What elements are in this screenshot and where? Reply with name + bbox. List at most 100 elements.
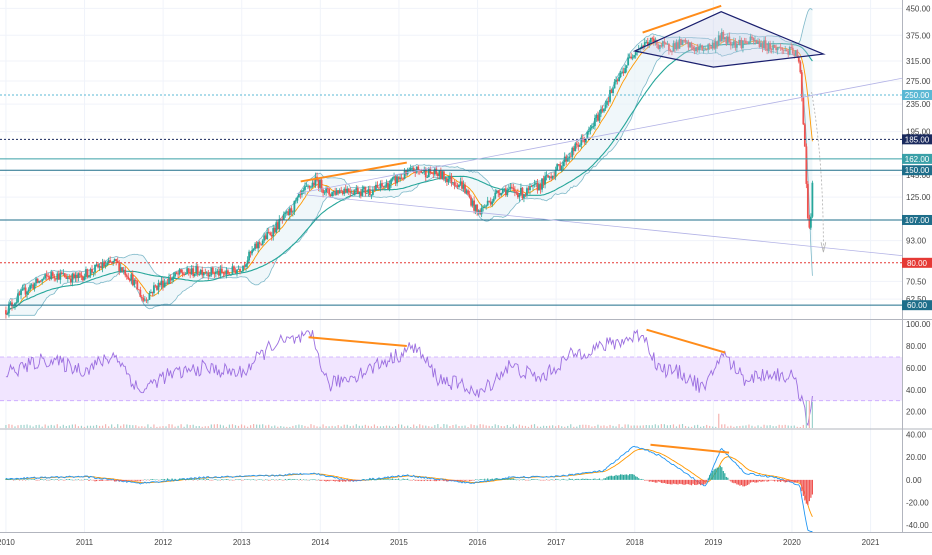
macd-histogram-bar bbox=[586, 478, 588, 480]
volume-bar bbox=[101, 425, 104, 428]
macd-histogram-bar bbox=[98, 479, 101, 481]
macd-histogram-bar bbox=[419, 479, 421, 481]
candle-body bbox=[8, 304, 10, 314]
macd-histogram-bar bbox=[512, 478, 514, 480]
macd-histogram-bar bbox=[115, 479, 117, 482]
volume-bar bbox=[464, 425, 466, 428]
volume-bar bbox=[147, 424, 149, 428]
macd-histogram-bar bbox=[470, 479, 472, 481]
macd-histogram-bar bbox=[118, 479, 120, 482]
volume-bar bbox=[277, 426, 279, 428]
volume-bar bbox=[536, 426, 539, 428]
macd-histogram-bar bbox=[772, 479, 774, 481]
candle-body bbox=[65, 277, 68, 279]
macd-histogram-bar bbox=[423, 479, 425, 482]
macd-histogram-bar bbox=[296, 479, 299, 480]
macd-histogram-bar bbox=[210, 479, 212, 481]
candle-body bbox=[504, 188, 507, 196]
macd-histogram-bar bbox=[52, 479, 54, 480]
macd-histogram-bar bbox=[613, 475, 616, 480]
candle-body bbox=[227, 270, 229, 274]
macd-histogram-bar bbox=[594, 478, 596, 480]
candle-body bbox=[373, 189, 376, 191]
diamond-pattern bbox=[632, 11, 826, 68]
macd-histogram-bar bbox=[274, 479, 276, 481]
candle-body bbox=[509, 186, 512, 189]
macd-histogram-bar bbox=[109, 479, 111, 481]
candle-body bbox=[118, 262, 121, 272]
macd-histogram-bar bbox=[151, 479, 154, 480]
candle-body bbox=[193, 273, 196, 276]
candle-body bbox=[260, 243, 263, 245]
macd-histogram-bar bbox=[736, 479, 738, 485]
candle-body bbox=[748, 41, 750, 44]
candle-body bbox=[560, 166, 563, 171]
candle-body bbox=[397, 176, 400, 180]
macd-histogram-bar bbox=[804, 479, 806, 501]
macd-histogram-bar bbox=[769, 479, 771, 481]
macd-histogram-bar bbox=[775, 479, 777, 481]
candle-body bbox=[455, 185, 457, 187]
volume-bar bbox=[298, 424, 300, 428]
macd-histogram-bar bbox=[148, 479, 151, 481]
volume-bar bbox=[639, 425, 641, 428]
candle-body bbox=[597, 115, 599, 121]
macd-histogram-bar bbox=[514, 479, 516, 480]
candle-body bbox=[323, 192, 326, 194]
candle-body bbox=[417, 166, 420, 171]
macd-histogram-bar bbox=[262, 479, 264, 481]
macd-histogram-bar bbox=[24, 479, 27, 481]
candle-body bbox=[480, 207, 483, 215]
candle-body bbox=[214, 271, 217, 274]
candle-body bbox=[320, 179, 323, 190]
candle-body bbox=[631, 57, 634, 59]
time-tick-label: 2010 bbox=[0, 538, 15, 547]
macd-histogram-bar bbox=[49, 479, 51, 481]
candle-body bbox=[317, 179, 320, 188]
candle-body bbox=[290, 208, 293, 213]
macd-histogram-bar bbox=[138, 479, 140, 481]
macd-histogram-bar bbox=[147, 479, 149, 481]
macd-histogram-bar bbox=[455, 479, 457, 481]
macd-histogram-bar bbox=[168, 479, 170, 480]
volume-bar bbox=[17, 425, 19, 428]
macd-histogram-bar bbox=[787, 479, 789, 482]
candle-body bbox=[249, 251, 252, 254]
macd-histogram-bar bbox=[701, 479, 703, 485]
macd-histogram-bar bbox=[284, 478, 286, 480]
macd-histogram-bar bbox=[545, 479, 548, 481]
macd-histogram-bar bbox=[447, 479, 450, 481]
candle-body bbox=[658, 45, 661, 49]
price-tick-label: 93.00 bbox=[906, 237, 927, 246]
candle-body bbox=[793, 53, 796, 56]
candle-body bbox=[72, 273, 75, 279]
candle-body bbox=[575, 143, 578, 145]
candle-body bbox=[334, 191, 337, 195]
volume-bar bbox=[627, 424, 629, 428]
macd-histogram-bar bbox=[286, 479, 288, 481]
candle-body bbox=[666, 43, 669, 45]
candle-body bbox=[45, 274, 48, 277]
macd-histogram-bar bbox=[275, 479, 277, 481]
volume-bar bbox=[730, 425, 732, 428]
macd-histogram-bar bbox=[301, 479, 303, 481]
candle-body bbox=[686, 41, 688, 43]
macd-histogram-bar bbox=[68, 479, 70, 480]
candle-body bbox=[491, 201, 494, 205]
macd-histogram-bar bbox=[692, 479, 694, 484]
macd-histogram-bar bbox=[636, 476, 638, 480]
macd-histogram-bar bbox=[719, 465, 721, 480]
macd-histogram-bar bbox=[233, 479, 235, 481]
volume-bar bbox=[283, 426, 285, 428]
macd-histogram-bar bbox=[767, 479, 770, 482]
candle-body bbox=[266, 232, 269, 239]
candle-body bbox=[710, 46, 713, 49]
volume-bar bbox=[26, 424, 28, 428]
macd-histogram-bar bbox=[781, 479, 783, 482]
macd-histogram-bar bbox=[559, 479, 561, 481]
candle-body bbox=[76, 274, 78, 278]
macd-histogram-bar bbox=[349, 479, 351, 482]
candle-body bbox=[365, 192, 368, 194]
